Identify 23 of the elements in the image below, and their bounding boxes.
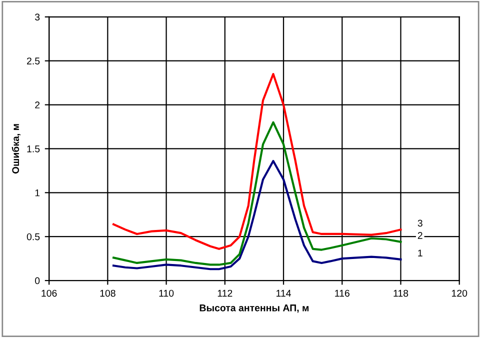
line-series: [112, 121, 402, 266]
x-tick-label: 110: [159, 290, 174, 297]
x-tick-label: 116: [335, 290, 350, 297]
y-tick-label: 3: [35, 14, 40, 21]
x-axis-title: Высота антенны АП, м: [200, 304, 309, 313]
x-tick-label: 120: [452, 290, 468, 297]
y-axis-title: Ошибка, м: [12, 124, 20, 174]
series-label: 2: [418, 232, 422, 239]
x-tick-label: 108: [100, 290, 116, 297]
series-label: 1: [418, 250, 422, 256]
x-tick-label: 118: [394, 290, 408, 297]
series-label: 3: [418, 220, 422, 227]
y-tick-label: 2: [35, 102, 40, 108]
y-tick-label: 0.5: [26, 233, 40, 240]
x-tick-label: 112: [218, 290, 232, 297]
y-tick-label: 0: [35, 277, 40, 284]
line-series: [112, 72, 402, 250]
y-tick-label: 1.5: [27, 146, 40, 152]
y-tick-label: 2.5: [27, 58, 40, 64]
x-tick-label: 106: [42, 290, 57, 297]
line-series: [112, 160, 402, 270]
y-tick-label: 1: [35, 189, 40, 196]
x-tick-label: 114: [276, 290, 291, 297]
